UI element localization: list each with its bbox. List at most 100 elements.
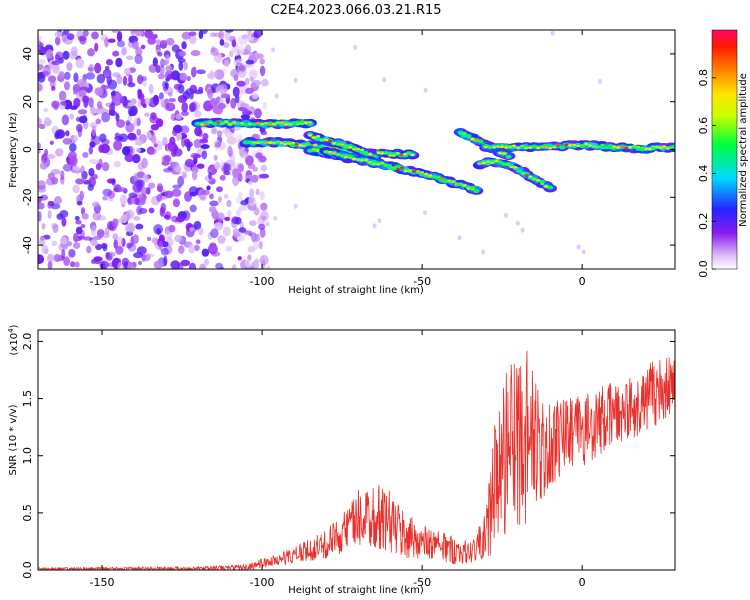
- spectrogram-noise-blob: [69, 113, 75, 120]
- spectrogram-track-cell: [523, 171, 530, 176]
- spectrogram-noise-blob: [201, 150, 208, 160]
- spectrogram-noise-blob: [94, 87, 104, 96]
- spectrogram-track-cell: [356, 147, 361, 151]
- spectrogram-noise-blob: [194, 244, 200, 252]
- spectrogram-track-cell: [296, 123, 301, 126]
- spectrogram-track-cell: [520, 144, 525, 148]
- spectrogram-noise-blob: [167, 141, 177, 152]
- spectrogram-noise-blob: [115, 57, 123, 68]
- spectrogram-track-cell: [256, 141, 261, 145]
- spectrogram-track-cell: [344, 156, 349, 159]
- spectrogram-noise-blob: [91, 225, 97, 237]
- spectrogram-y-tick-label: 0: [21, 146, 34, 153]
- spectrogram-noise-blob: [112, 233, 118, 240]
- spectrogram-noise-blob: [134, 30, 143, 37]
- spectrogram-noise-blob: [121, 257, 130, 267]
- spectrogram-noise-blob: [91, 108, 101, 114]
- spectrogram-noise-blob: [104, 65, 110, 71]
- spectrogram-noise-blob: [236, 80, 246, 87]
- spectrogram-noise-blob: [251, 174, 259, 183]
- spectrogram-noise-blob: [142, 80, 147, 87]
- snr-y-axis-label: SNR (10 * v/v): [8, 404, 19, 475]
- spectrogram-noise-blob: [186, 142, 191, 152]
- spectrogram-noise-blob: [60, 236, 68, 245]
- spectrogram-track-cell: [279, 141, 284, 144]
- spectrogram-y-tick-label: 20: [21, 95, 34, 109]
- spectrogram-noise-blob: [55, 54, 60, 63]
- spectrogram-track-cell: [313, 143, 318, 147]
- spectrogram-noise-blob: [69, 155, 78, 167]
- spectrogram-noise-blob: [148, 148, 157, 155]
- spectrogram-noise-blob: [118, 187, 127, 192]
- spectrogram-noise-blob: [128, 74, 133, 85]
- spectrogram-noise-blob: [223, 171, 231, 176]
- spectrogram-noise-blob: [481, 249, 486, 255]
- spectrogram-track-cell: [608, 144, 613, 147]
- spectrogram-y-tick-label: 40: [21, 47, 34, 61]
- snr-x-tick-label: -150: [90, 576, 115, 589]
- spectrogram-noise-blob: [47, 261, 53, 269]
- spectrogram-noise-blob: [44, 116, 50, 122]
- spectrogram-track-cell: [486, 160, 491, 163]
- spectrogram-noise-blob: [210, 32, 217, 37]
- colorbar-ticks: 0.0 0.2 0.4 0.6 0.8: [697, 69, 716, 278]
- spectrogram-noise-blob: [214, 161, 221, 170]
- spectrogram-noise-blob: [188, 31, 197, 37]
- spectrogram-noise-blob: [233, 74, 239, 81]
- spectrogram-noise-blob: [178, 61, 184, 71]
- spectrogram-track-cell: [477, 162, 482, 166]
- snr-x-tick-label: -50: [413, 576, 431, 589]
- spectrogram-track-cell: [336, 143, 341, 146]
- spectrogram-noise-blob: [61, 114, 70, 126]
- spectrogram-noise-blob: [113, 160, 121, 168]
- spectrogram-noise-blob: [226, 200, 232, 207]
- spectrogram-track-cell: [604, 146, 609, 149]
- spectrogram-noise-blob: [54, 196, 62, 205]
- spectrogram-noise-blob: [111, 30, 119, 33]
- spectrogram-track-cell: [506, 155, 511, 158]
- spectrogram-noise-blob: [73, 72, 79, 83]
- spectrogram-noise-blob: [104, 37, 109, 48]
- spectrogram-noise-blob: [73, 97, 81, 108]
- spectrogram-noise-blob: [190, 50, 201, 57]
- spectrogram-track-cell: [539, 179, 546, 184]
- spectrogram-noise-blob: [79, 36, 87, 45]
- snr-y-tick-label: 0.0: [21, 561, 34, 579]
- spectrogram-noise-blob: [214, 141, 221, 148]
- spectrogram-track-cell: [540, 182, 545, 186]
- spectrogram-track-cell: [576, 144, 581, 148]
- spectrogram-noise-blob: [161, 160, 170, 166]
- spectrogram-track-cell: [568, 144, 573, 147]
- spectrogram-noise-blob: [249, 76, 254, 82]
- spectrogram-noise-blob: [181, 110, 189, 117]
- spectrogram-noise-blob: [226, 136, 237, 145]
- spectrogram-track-cell: [572, 143, 577, 146]
- spectrogram-noise-blob: [136, 205, 143, 216]
- spectrogram-noise-blob: [39, 42, 44, 49]
- spectrogram-noise-blob: [71, 46, 78, 57]
- spectrogram-noise-blob: [40, 154, 48, 164]
- snr-y-tick-label: 1.5: [21, 390, 34, 408]
- spectrogram-noise-blob: [183, 61, 188, 71]
- spectrogram-track-cell: [380, 152, 385, 155]
- spectrogram-noise-blob: [218, 102, 226, 110]
- spectrogram-track-cell: [248, 141, 253, 144]
- spectrogram-noise-blob: [198, 138, 209, 144]
- spectrogram-noise-blob: [181, 170, 187, 177]
- spectrogram-track-cell: [252, 123, 257, 127]
- spectrogram-noise-blob: [168, 98, 176, 103]
- spectrogram-track-cell: [305, 143, 310, 146]
- spectrogram-track-cell: [466, 187, 471, 190]
- spectrogram-noise-blob: [112, 218, 119, 229]
- spectrogram-noise-blob: [216, 186, 223, 193]
- spectrogram-track-cell: [264, 122, 269, 125]
- spectrogram-noise-blob: [113, 239, 118, 249]
- spectrogram-noise-blob: [127, 132, 137, 141]
- spectrogram-noise-blob: [179, 72, 188, 81]
- spectrogram-noise-blob: [61, 249, 66, 260]
- spectrogram-noise-blob: [50, 79, 56, 89]
- spectrogram-noise-blob: [139, 196, 146, 204]
- spectrogram-track-cell: [280, 121, 285, 124]
- spectrogram-track-cell: [591, 143, 598, 147]
